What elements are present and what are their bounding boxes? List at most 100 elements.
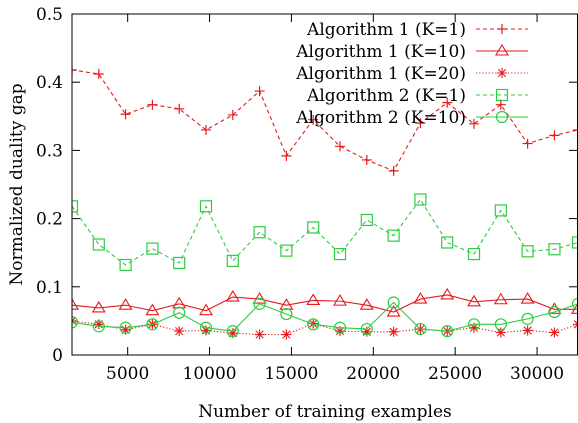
data-point (199, 321, 213, 334)
marker-circle (253, 297, 266, 310)
marker-square (333, 247, 347, 261)
marker-star (335, 326, 346, 337)
marker-star (227, 328, 238, 339)
data-point (93, 319, 104, 330)
legend-label: Algorithm 2 (K=10) (295, 108, 466, 128)
data-point (522, 138, 533, 149)
data-point (386, 304, 401, 317)
marker-plus (573, 124, 578, 135)
marker-star (254, 329, 265, 340)
data-point (414, 193, 427, 206)
marker-plus (497, 24, 507, 34)
data-point (307, 221, 320, 234)
data-point (252, 292, 267, 304)
data-point (254, 86, 265, 97)
x-tick-label: 10000 (183, 364, 237, 384)
marker-plus (361, 154, 372, 165)
data-point (120, 109, 131, 120)
marker-square (467, 247, 481, 261)
marker-plus (308, 114, 319, 125)
data-point (201, 124, 211, 135)
marker-triangle (386, 304, 401, 317)
marker-square (387, 229, 400, 242)
marker-square (253, 226, 266, 239)
series-3 (72, 315, 578, 340)
marker-circle (119, 321, 132, 334)
marker-circle (494, 318, 507, 331)
data-point (72, 64, 77, 75)
marker-triangle (225, 289, 240, 302)
data-point (118, 298, 133, 310)
data-point (201, 325, 211, 336)
marker-plus (415, 118, 426, 129)
marker-square (495, 88, 509, 102)
marker-star (120, 324, 131, 335)
data-point (360, 322, 373, 336)
data-point (361, 154, 372, 165)
data-point (147, 99, 158, 110)
data-point (225, 289, 240, 302)
data-point (172, 296, 187, 309)
marker-star (497, 68, 507, 78)
y-tick-label: 0.1 (36, 278, 63, 298)
marker-star (201, 325, 211, 336)
marker-square (72, 200, 79, 213)
marker-triangle (440, 287, 455, 300)
data-point (520, 292, 535, 304)
data-point (227, 109, 238, 120)
marker-triangle (467, 294, 481, 307)
marker-circle (495, 110, 509, 124)
data-point (146, 242, 159, 255)
data-point (571, 236, 578, 249)
x-tick-label: 15000 (264, 364, 318, 384)
data-point (413, 292, 428, 304)
marker-triangle (279, 298, 294, 310)
data-point (93, 69, 104, 80)
series-line (72, 69, 578, 172)
data-point (333, 321, 347, 334)
data-point (440, 287, 455, 300)
x-tick-label: 30000 (510, 364, 564, 384)
marker-square (280, 244, 293, 257)
marker-circle (414, 322, 427, 336)
data-point (146, 318, 159, 331)
y-tick-label: 0 (52, 346, 63, 366)
series-line (72, 294, 578, 313)
data-point (441, 236, 454, 249)
marker-square (199, 200, 213, 213)
data-point (467, 247, 481, 261)
marker-triangle (306, 293, 321, 305)
data-point (174, 103, 185, 114)
marker-circle (226, 325, 239, 338)
marker-triangle (520, 292, 535, 304)
data-point (547, 302, 562, 314)
data-point (91, 300, 106, 313)
data-point (281, 329, 292, 340)
data-point (388, 165, 399, 176)
marker-circle (360, 322, 373, 336)
data-point (72, 316, 79, 329)
data-point (145, 303, 160, 316)
marker-triangle (199, 303, 213, 316)
data-point (308, 114, 319, 125)
y-axis-label: Normalized duality gap (7, 83, 27, 285)
marker-plus (495, 99, 506, 110)
marker-triangle (252, 292, 267, 304)
data-point (548, 305, 561, 319)
data-point (548, 243, 561, 256)
data-point (571, 297, 578, 310)
data-point (72, 200, 79, 213)
legend-label: Algorithm 2 (K=1) (306, 86, 466, 106)
data-point (469, 322, 480, 333)
marker-square (146, 242, 159, 255)
marker-triangle (145, 303, 160, 316)
data-point (441, 325, 454, 338)
marker-star (174, 326, 185, 337)
data-point (467, 318, 481, 331)
x-tick-label: 20000 (346, 364, 400, 384)
data-point (280, 244, 293, 257)
data-point (335, 141, 346, 152)
series-line (72, 320, 578, 336)
marker-circle (280, 307, 293, 321)
